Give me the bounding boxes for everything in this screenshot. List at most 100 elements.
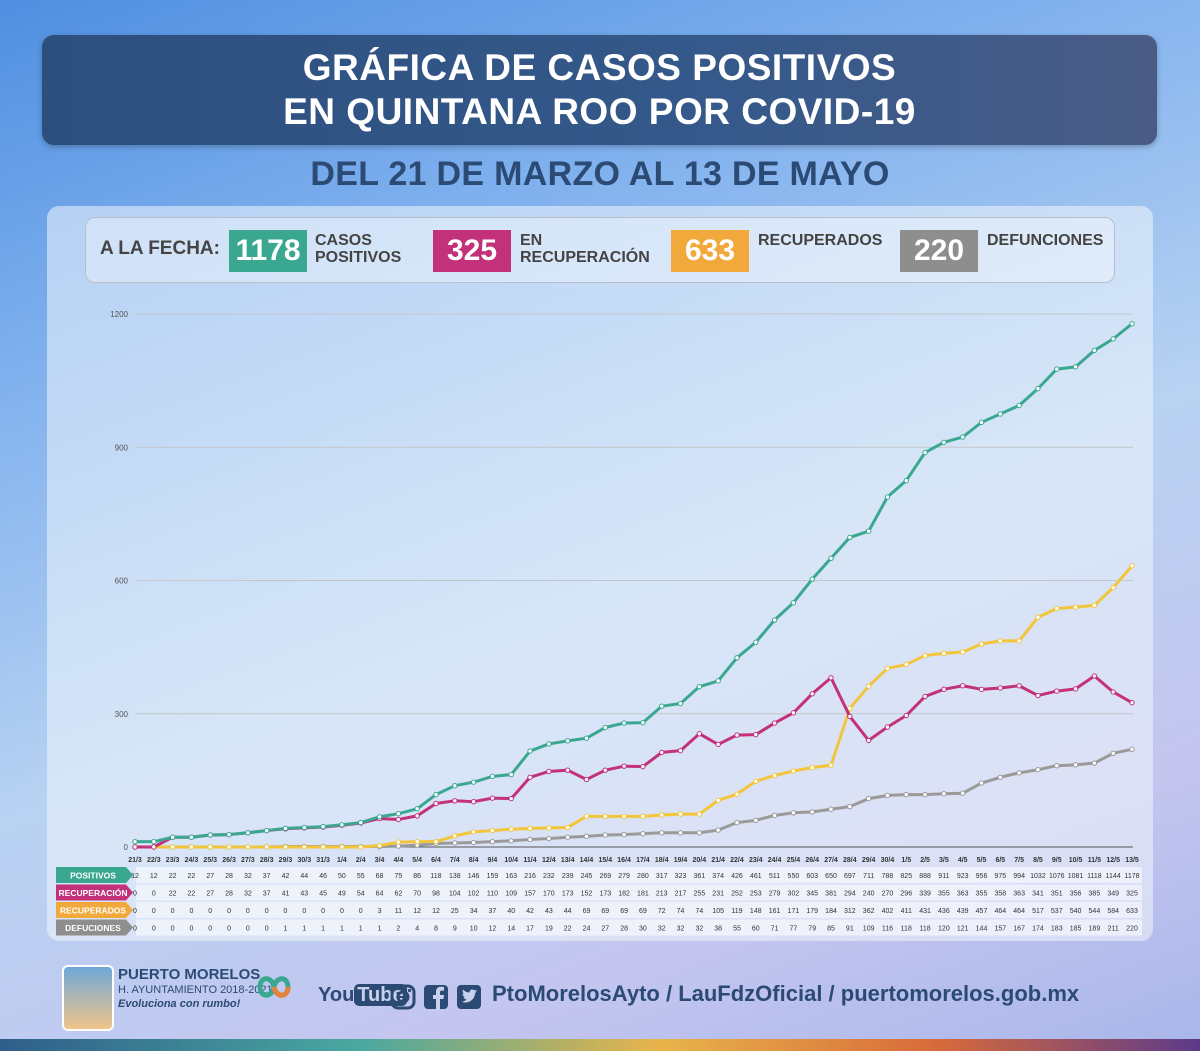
table-cell: 0: [227, 908, 231, 915]
table-cell: 363: [1013, 891, 1025, 898]
data-point: [169, 834, 176, 840]
data-point: [1091, 673, 1098, 679]
org-name: PUERTO MORELOS: [118, 966, 261, 983]
data-point: [922, 693, 928, 700]
data-point: [978, 641, 985, 647]
table-cell: 339: [919, 891, 931, 898]
data-point: [1016, 683, 1022, 689]
x-tick-label: 6/5: [995, 857, 1005, 864]
table-cell: 0: [171, 908, 175, 915]
x-tick-label: 5/5: [977, 857, 987, 864]
table-cell: 345: [806, 891, 818, 898]
data-point: [470, 839, 477, 846]
x-tick-label: 19/4: [674, 857, 688, 864]
data-point: [997, 638, 1004, 644]
data-point: [696, 830, 703, 836]
data-point: [997, 685, 1004, 691]
instagram-icon[interactable]: [390, 984, 416, 1010]
x-tick-label: 7/5: [1014, 857, 1024, 864]
data-point: [564, 824, 571, 831]
table-cell: 1144: [1106, 873, 1121, 880]
x-tick-label: 28/3: [260, 857, 274, 864]
data-point: [1072, 762, 1079, 768]
table-cell: 911: [938, 873, 949, 880]
data-point: [640, 830, 646, 837]
table-cell: 216: [524, 873, 536, 880]
data-point: [508, 795, 514, 802]
x-tick-label: 30/3: [297, 857, 311, 864]
table-cell: 32: [695, 926, 703, 933]
data-point: [301, 824, 308, 831]
data-point: [734, 819, 740, 826]
table-cell: 69: [583, 908, 591, 915]
data-point: [828, 675, 834, 681]
x-tick-label: 2/5: [920, 857, 930, 864]
data-point: [959, 790, 966, 796]
table-cell: 269: [599, 873, 611, 880]
data-point: [734, 732, 740, 738]
table-row-label: RECUPERACIÓN: [59, 887, 128, 898]
data-point: [809, 809, 815, 815]
data-point: [771, 617, 778, 623]
table-row-label-bg: [56, 884, 126, 901]
twitter-icon[interactable]: [456, 984, 482, 1010]
data-point: [1091, 760, 1098, 766]
data-point: [790, 810, 797, 816]
table-cell: 0: [246, 926, 250, 933]
table-cell: 457: [976, 908, 988, 915]
data-point: [508, 771, 514, 778]
data-point: [1054, 688, 1060, 694]
table-cell: 55: [733, 926, 741, 933]
data-point: [847, 713, 853, 720]
data-point: [1035, 385, 1041, 392]
data-point: [753, 817, 759, 824]
x-tick-label: 24/3: [185, 857, 199, 864]
table-cell: 361: [693, 873, 705, 880]
table-row-label-arrow: [126, 884, 133, 901]
x-tick-label: 22/3: [147, 857, 161, 864]
data-point: [1072, 686, 1079, 692]
data-point: [997, 774, 1004, 780]
social-handles[interactable]: PtoMorelosAyto / LauFdzOficial / puertom…: [492, 981, 1080, 1006]
data-point: [452, 840, 458, 846]
x-tick-label: 8/4: [469, 857, 479, 864]
x-tick-label: 1/5: [901, 857, 911, 864]
data-point: [1054, 763, 1060, 769]
table-cell: 42: [526, 908, 534, 915]
table-cell: 280: [637, 873, 649, 880]
table-cell: 34: [470, 908, 478, 915]
table-cell: 152: [581, 891, 593, 898]
table-cell: 64: [376, 891, 384, 898]
data-point: [1054, 605, 1060, 612]
data-point: [1016, 638, 1022, 644]
table-row-label-bg: [56, 919, 126, 936]
table-cell: 245: [581, 873, 593, 880]
data-point: [395, 839, 402, 845]
data-point: [978, 780, 985, 786]
table-cell: 0: [133, 891, 137, 898]
table-cell: 0: [208, 908, 212, 915]
table-cell: 603: [806, 873, 818, 880]
data-point: [470, 829, 477, 835]
table-cell: 32: [658, 926, 666, 933]
table-cell: 40: [507, 908, 515, 915]
x-tick-label: 27/4: [824, 857, 838, 864]
table-cell: 72: [658, 908, 666, 915]
table-cell: 374: [712, 873, 724, 880]
table-cell: 74: [695, 908, 703, 915]
data-point: [959, 649, 966, 655]
table-cell: 173: [562, 891, 574, 898]
data-point: [602, 813, 608, 820]
series-line-1: [135, 674, 1133, 849]
data-point: [621, 720, 627, 726]
data-point: [621, 831, 627, 838]
table-cell: 173: [599, 891, 611, 898]
data-point: [583, 813, 590, 820]
facebook-icon[interactable]: [423, 984, 449, 1010]
data-point: [1091, 602, 1098, 609]
table-cell: 50: [338, 873, 346, 880]
table-cell: 25: [451, 908, 459, 915]
series-line-3: [135, 747, 1133, 849]
data-point: [433, 838, 439, 845]
